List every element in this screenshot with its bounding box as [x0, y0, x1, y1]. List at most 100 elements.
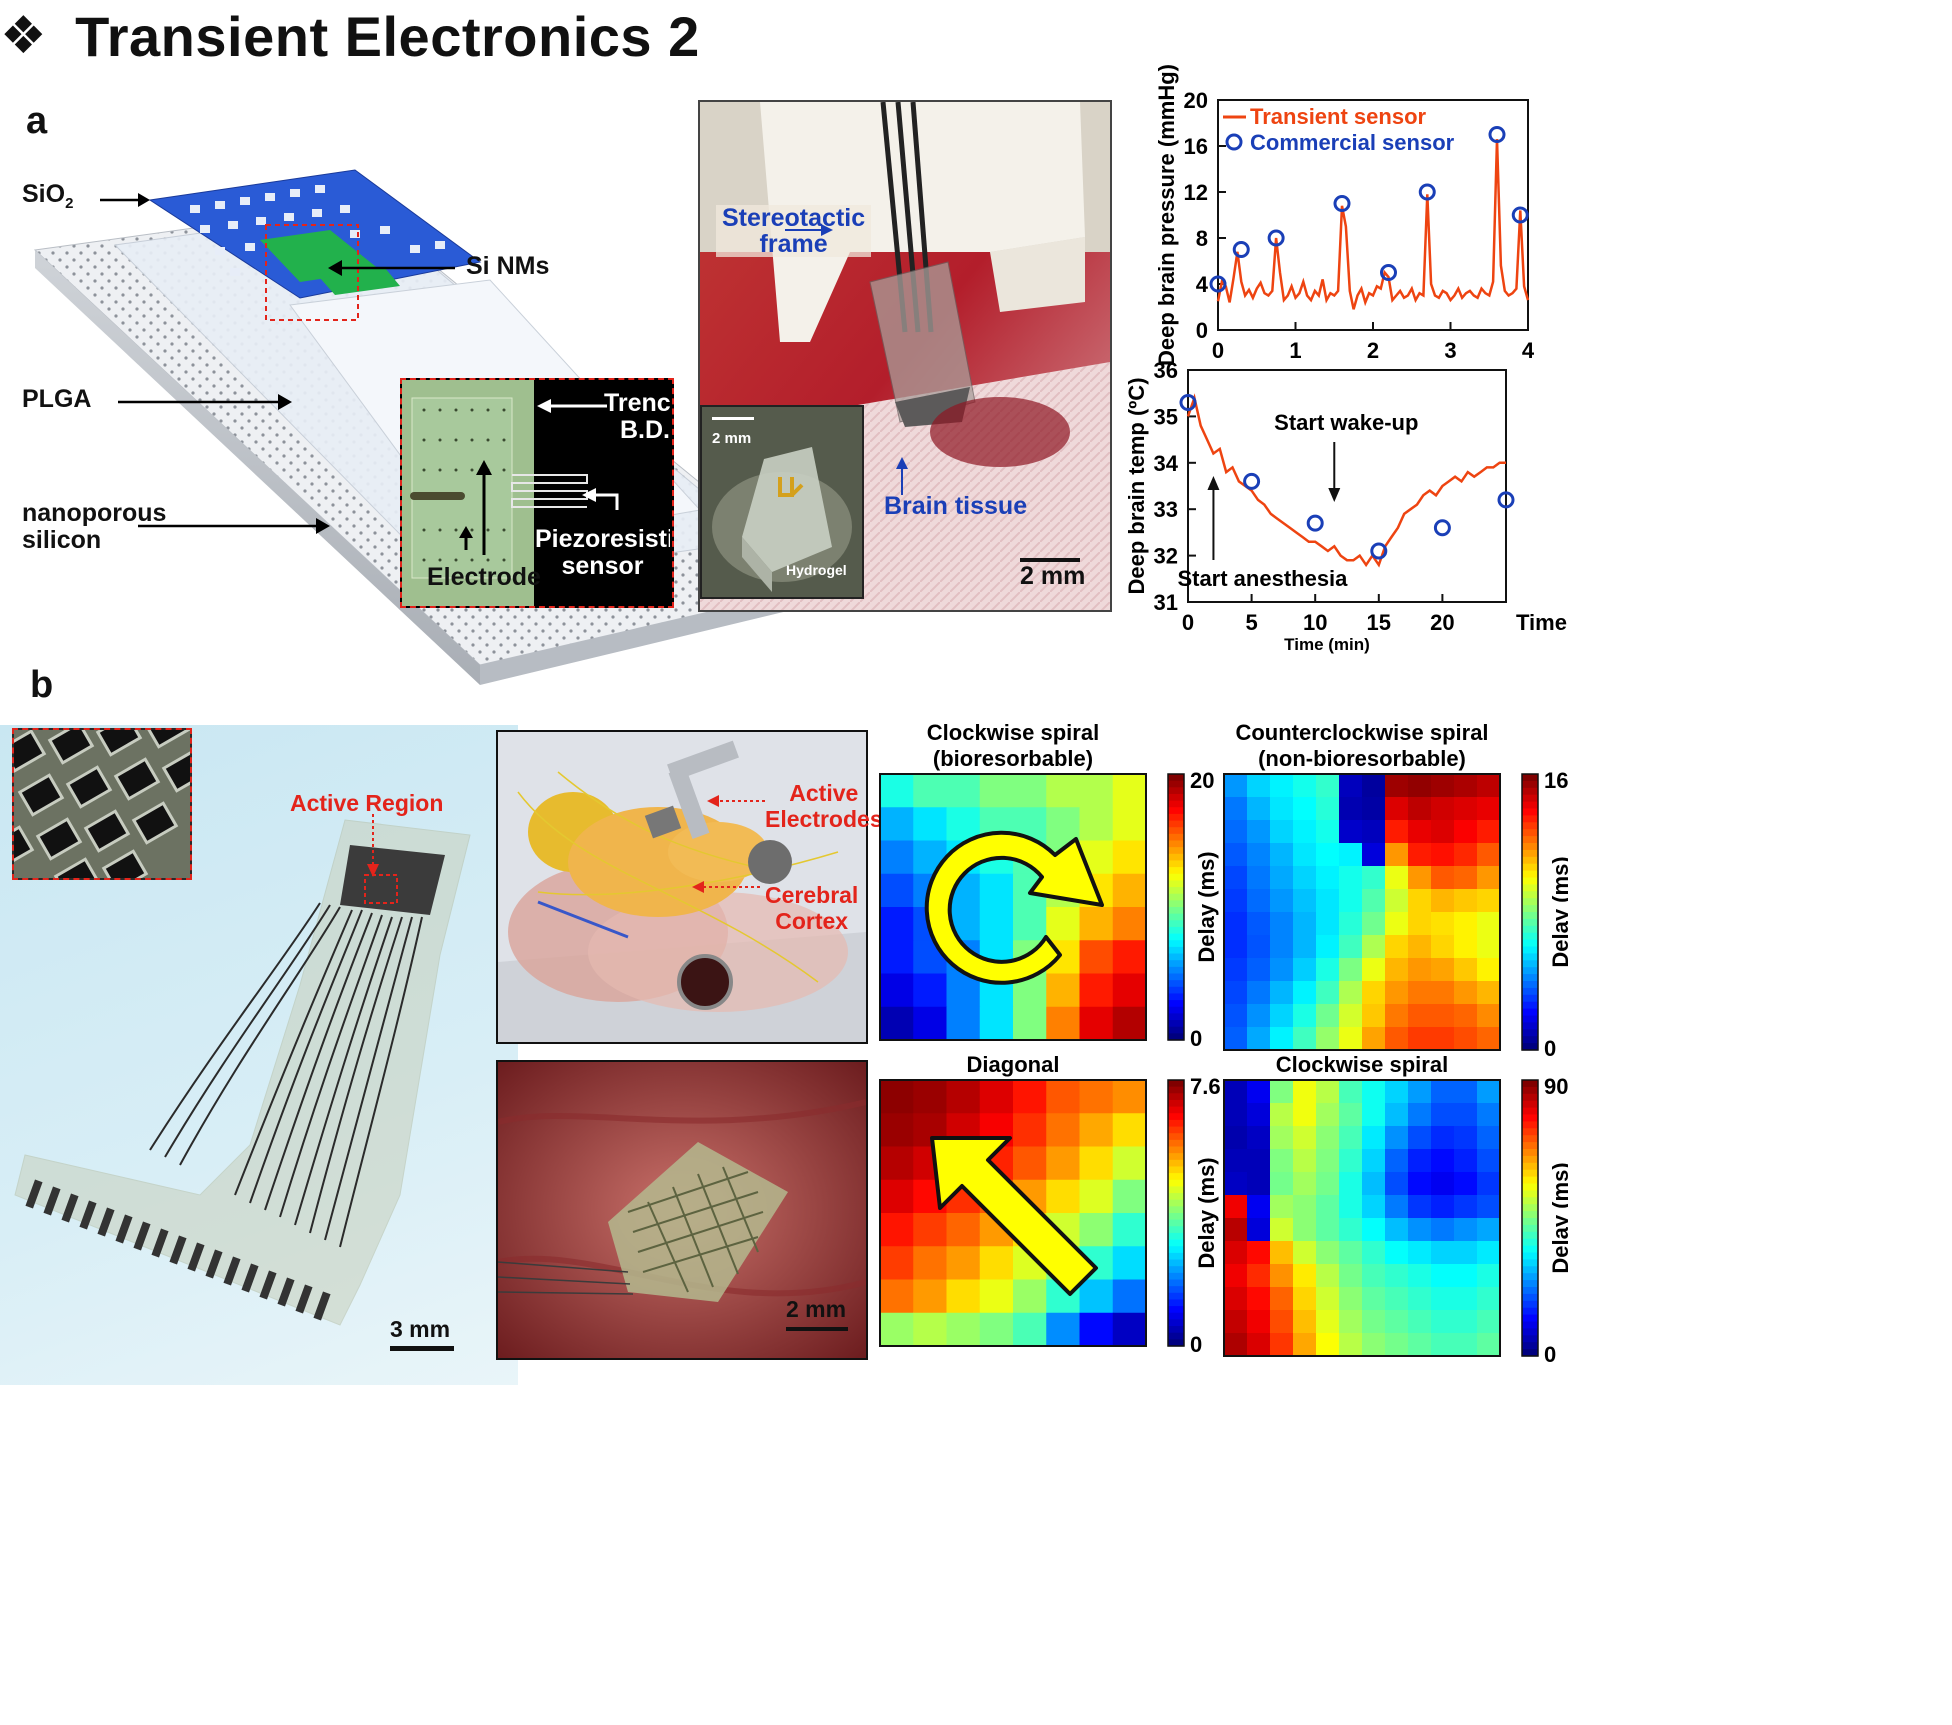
heatmap-cell: [1454, 912, 1478, 936]
colorbar-segment: [1522, 787, 1538, 796]
x-tick-label: 1: [1289, 338, 1301, 363]
heatmap-cell: [1112, 940, 1147, 975]
heatmap-cell: [946, 774, 981, 808]
colorbar-segment: [1168, 827, 1184, 835]
heatmap-cell: [1408, 1333, 1432, 1357]
colorbar-frame: [1167, 773, 1185, 1041]
colorbar-segment: [1168, 840, 1184, 848]
x-tick-label: 0: [1212, 338, 1224, 363]
heatmap-cell: [1431, 1027, 1455, 1051]
colorbar-segment: [1522, 946, 1538, 954]
heatmap-cell: [1454, 1218, 1478, 1242]
heatmap-cell: [1362, 1195, 1386, 1219]
heatmap-cell: [1247, 1333, 1271, 1357]
heatmap-cell: [1079, 774, 1114, 808]
colorbar-label: Delay (ms): [1194, 1157, 1219, 1268]
heatmap-cell: [1385, 889, 1409, 913]
data-point-commercial-sensor: [1306, 514, 1324, 532]
heatmap-cell: [1316, 1149, 1340, 1173]
heatmap-cell: [1431, 1004, 1455, 1028]
colorbar-segment: [1168, 1279, 1184, 1287]
heatmap-cell: [979, 873, 1014, 908]
colorbar-segment: [1168, 1266, 1184, 1274]
heatmap-cell: [1454, 1241, 1478, 1265]
colorbar-segment: [1168, 1306, 1184, 1314]
colorbar-segment: [1522, 960, 1538, 968]
heatmap-cell: [1385, 1080, 1409, 1104]
heatmap-cell: [1046, 907, 1081, 941]
heatmap-cell: [1270, 958, 1294, 982]
heatmap-cell: [1362, 1172, 1386, 1196]
heatmap-cell: [1293, 958, 1317, 982]
heatmap-cell: [1431, 1149, 1455, 1173]
colorbar-frame: [1521, 1079, 1539, 1357]
heatmap-cell: [1339, 1241, 1363, 1265]
heatmap-cell: [1408, 1080, 1432, 1104]
heatmap-cell: [1339, 981, 1363, 1005]
heatmap-cell: [1362, 981, 1386, 1005]
x-tick-label: 2: [1367, 338, 1379, 363]
colorbar-segment: [1522, 1280, 1538, 1288]
heatmap-cell: [1362, 1103, 1386, 1127]
heatmap-cell: [1339, 1149, 1363, 1173]
heatmap-cell: [913, 807, 948, 842]
data-point-commercial-sensor: [1418, 183, 1436, 201]
heatmap-cell: [1454, 1172, 1478, 1196]
heatmap-cell: [1431, 1195, 1455, 1219]
heatmap-cell: [880, 1179, 914, 1214]
heatmap-cell: [1362, 1310, 1386, 1334]
heatmap-cell: [1362, 1080, 1386, 1104]
heatmap-cell: [1293, 912, 1317, 936]
heatmap-cell: [880, 1146, 914, 1181]
label-brain-tissue: Brain tissue: [884, 492, 1028, 520]
label-sio2: SiO2: [22, 180, 74, 212]
colorbar-max-label: 20: [1190, 768, 1214, 793]
heatmap-cell: [1385, 1103, 1409, 1127]
heatmap-cell: [1013, 774, 1047, 808]
heatmap-cell: [1431, 1310, 1455, 1334]
heatmap-cell: [1339, 774, 1363, 798]
heatmap-cell: [1454, 820, 1478, 844]
heatmap-cell: [1408, 935, 1432, 959]
heatmap-cell: [1385, 1333, 1409, 1357]
electrode-zoom-photo: [14, 730, 190, 878]
colorbar-segment: [1522, 808, 1538, 816]
colorbar-segment: [1522, 1273, 1538, 1281]
heatmap-cell: [1270, 1264, 1294, 1288]
colorbar-segment: [1522, 1342, 1538, 1350]
colorbar-segment: [1522, 780, 1538, 789]
heatmap-cell: [1247, 1172, 1271, 1196]
heatmap-cell: [1316, 1103, 1340, 1127]
heatmap-cell: [1477, 1080, 1501, 1104]
colorbar-segment: [1522, 843, 1538, 851]
arrow-head-icon: [1207, 476, 1220, 490]
colorbar-segment: [1522, 932, 1538, 941]
heatmap-cell: [1362, 935, 1386, 959]
heatmap-cell: [1362, 1333, 1386, 1357]
heatmap-cell: [1454, 935, 1478, 959]
colorbar-segment: [1168, 993, 1184, 1001]
heatmap-cell: [1477, 912, 1501, 936]
data-point-commercial-sensor: [1433, 519, 1451, 537]
flexible-array-photo: [14, 819, 471, 1326]
heatmap-title: Clockwise spiral: [1276, 1052, 1448, 1077]
heatmap-cell: [1112, 1213, 1147, 1247]
colorbar-segment: [1168, 867, 1184, 875]
colorbar-segment: [1168, 1146, 1184, 1154]
label-trench-bd: TrenchB.D.: [604, 390, 670, 444]
label-cerebral-cortex: Cerebral Cortex: [765, 882, 859, 934]
heatmap-cell: [1270, 774, 1294, 798]
heatmap-cell: [913, 973, 948, 1008]
heatmap-cell: [979, 1006, 1014, 1041]
heatmap-frame: [879, 773, 1147, 1041]
diagonal-arrow-icon: [930, 1136, 1098, 1296]
heatmap-cell: [1454, 958, 1478, 982]
heatmap-cell: [1385, 1172, 1409, 1196]
heatmap-cell: [1046, 1080, 1081, 1114]
colorbar-segment: [1168, 1232, 1184, 1241]
colorbar-segment: [1522, 1121, 1538, 1129]
colorbar-segment: [1168, 1292, 1184, 1301]
heatmap-cell: [1477, 1027, 1501, 1051]
heatmap-cell: [1362, 1149, 1386, 1173]
heatmap-cell: [1477, 935, 1501, 959]
